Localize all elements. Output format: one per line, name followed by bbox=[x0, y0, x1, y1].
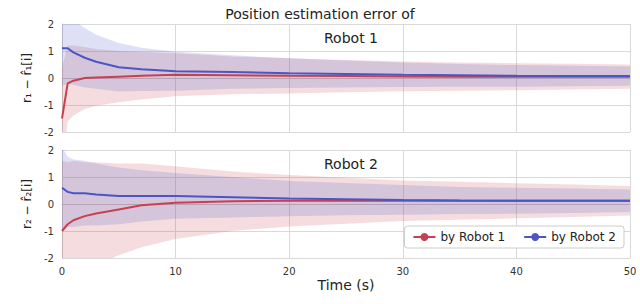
svg-text:by Robot 1: by Robot 1 bbox=[440, 230, 505, 244]
svg-text:1: 1 bbox=[48, 172, 54, 183]
svg-text:0: 0 bbox=[48, 73, 54, 84]
svg-text:40: 40 bbox=[510, 266, 523, 277]
svg-text:by Robot 2: by Robot 2 bbox=[551, 230, 616, 244]
svg-text:20: 20 bbox=[283, 266, 296, 277]
svg-text:-2: -2 bbox=[44, 253, 54, 264]
svg-text:2: 2 bbox=[48, 145, 54, 156]
svg-text:0: 0 bbox=[59, 266, 65, 277]
svg-text:2: 2 bbox=[48, 19, 54, 30]
svg-text:10: 10 bbox=[169, 266, 182, 277]
svg-text:Robot 1: Robot 1 bbox=[324, 30, 378, 46]
svg-text:-1: -1 bbox=[44, 100, 54, 111]
svg-text:1: 1 bbox=[48, 46, 54, 57]
svg-text:r₁ − r̂₁[i]: r₁ − r̂₁[i] bbox=[20, 53, 34, 103]
svg-text:Time (s): Time (s) bbox=[317, 277, 375, 293]
svg-text:-1: -1 bbox=[44, 226, 54, 237]
svg-text:Position estimation error of: Position estimation error of bbox=[225, 6, 416, 22]
svg-text:Robot 2: Robot 2 bbox=[324, 156, 378, 172]
svg-text:30: 30 bbox=[396, 266, 409, 277]
svg-text:r₂ − r̂₂[i]: r₂ − r̂₂[i] bbox=[20, 179, 34, 229]
svg-text:-2: -2 bbox=[44, 127, 54, 138]
svg-text:50: 50 bbox=[624, 266, 637, 277]
svg-text:0: 0 bbox=[48, 199, 54, 210]
